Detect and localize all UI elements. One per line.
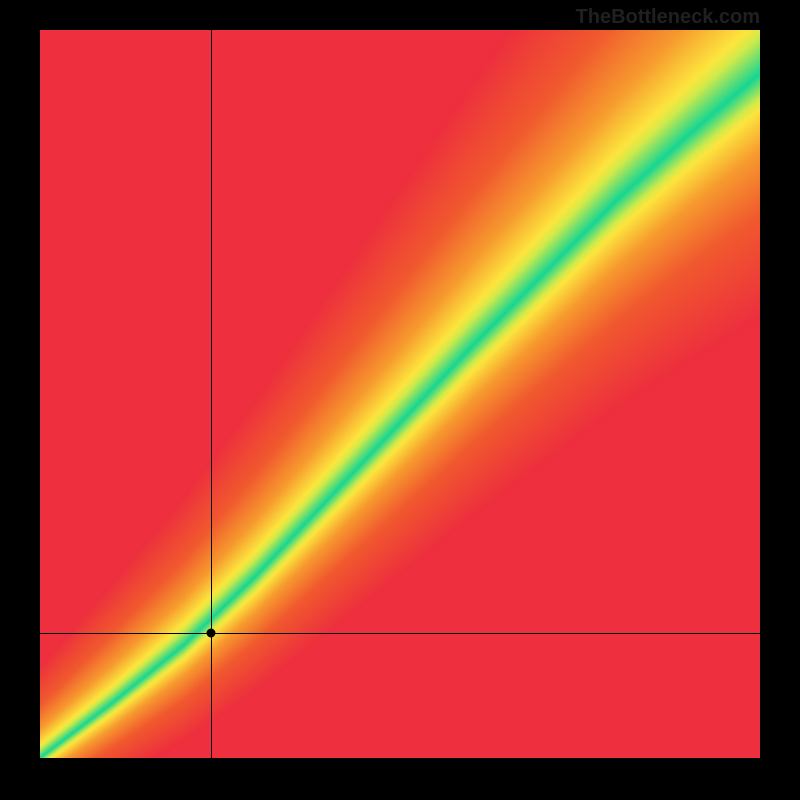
heatmap-canvas bbox=[40, 30, 760, 758]
watermark-text: TheBottleneck.com bbox=[576, 6, 760, 29]
selected-point-marker bbox=[207, 628, 216, 637]
heatmap-plot-area bbox=[40, 30, 760, 758]
crosshair-vertical-line bbox=[211, 30, 212, 758]
crosshair-horizontal-line bbox=[40, 633, 760, 634]
